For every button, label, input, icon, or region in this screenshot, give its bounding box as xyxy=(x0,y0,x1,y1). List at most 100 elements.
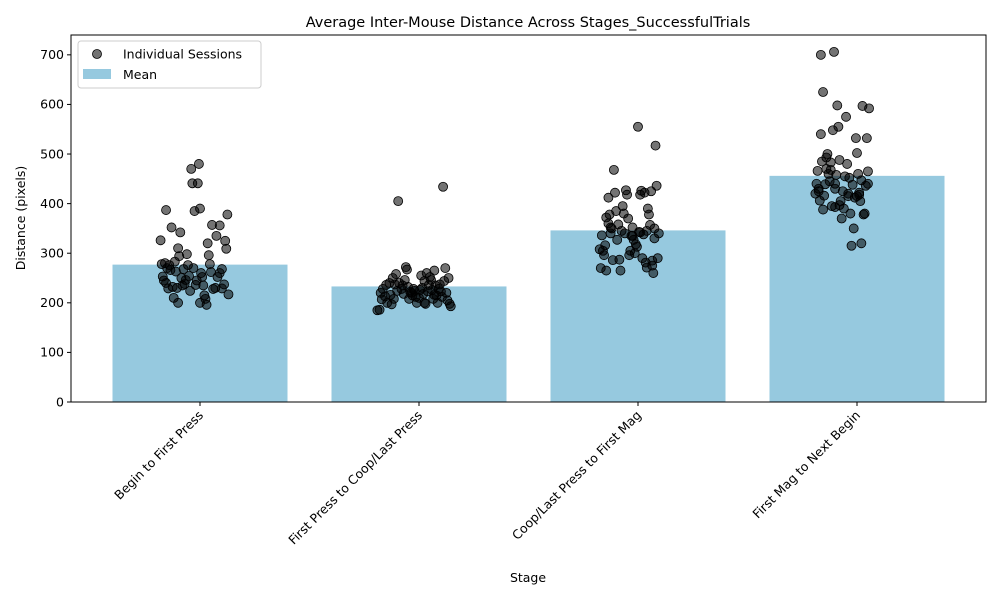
y-tick-label: 500 xyxy=(40,146,64,161)
session-point xyxy=(832,100,843,111)
bar-4 xyxy=(769,175,945,402)
session-point xyxy=(398,288,409,299)
session-point xyxy=(195,203,205,214)
session-point xyxy=(843,191,854,202)
chart-title: Average Inter-Mouse Distance Across Stag… xyxy=(306,15,751,31)
session-point xyxy=(443,273,454,283)
legend-label-individual-sessions: Individual Sessions xyxy=(123,47,242,62)
session-point xyxy=(821,152,832,163)
session-point xyxy=(204,259,215,270)
x-axis-label: Stage xyxy=(510,570,546,585)
session-point xyxy=(445,301,456,312)
session-point xyxy=(647,255,658,266)
session-point xyxy=(440,263,451,273)
y-tick-label: 0 xyxy=(56,394,64,409)
session-point xyxy=(842,159,853,169)
session-point xyxy=(635,227,646,238)
session-point xyxy=(834,155,845,165)
session-point xyxy=(429,289,440,300)
session-point xyxy=(179,279,190,289)
session-point xyxy=(813,186,824,197)
session-point xyxy=(834,200,845,211)
legend: Individual Sessions Mean xyxy=(77,40,262,89)
x-tick-label: Coop/Last Press to First Mag xyxy=(509,408,644,543)
session-point xyxy=(612,234,623,245)
session-point xyxy=(223,289,234,300)
session-point xyxy=(220,235,231,246)
session-point xyxy=(836,213,847,224)
session-point xyxy=(852,148,862,158)
session-point xyxy=(609,164,619,175)
session-point xyxy=(649,223,660,234)
session-point xyxy=(599,250,609,261)
x-tick-label: First Press to Coop/Last Press xyxy=(285,408,425,548)
session-point xyxy=(650,140,661,151)
session-point xyxy=(846,240,857,251)
session-point xyxy=(202,238,213,249)
session-point xyxy=(219,279,229,290)
points-layer xyxy=(155,46,874,316)
session-point xyxy=(601,265,612,276)
session-point xyxy=(615,265,626,276)
session-point xyxy=(825,164,836,175)
session-point xyxy=(197,272,208,282)
session-point xyxy=(402,264,412,275)
session-point xyxy=(830,178,840,189)
y-tick-label: 400 xyxy=(40,196,64,211)
bars-layer xyxy=(112,175,945,402)
session-point xyxy=(633,121,643,132)
session-point xyxy=(859,208,870,219)
legend-marker-mean xyxy=(83,69,111,79)
session-point xyxy=(818,204,828,215)
y-tick-label: 100 xyxy=(40,345,64,360)
session-point xyxy=(600,240,611,251)
session-point xyxy=(181,249,192,260)
session-point xyxy=(848,223,859,234)
session-point xyxy=(651,180,662,191)
session-point xyxy=(864,103,874,114)
y-tick-label: 300 xyxy=(40,246,64,261)
session-point xyxy=(419,276,430,286)
session-point xyxy=(632,241,642,252)
session-point xyxy=(856,175,867,186)
session-point xyxy=(648,268,659,278)
session-point xyxy=(861,133,872,144)
y-tick-label: 200 xyxy=(40,295,64,310)
session-point xyxy=(186,164,197,174)
session-point xyxy=(603,192,614,203)
session-point xyxy=(622,189,632,200)
session-point xyxy=(614,254,625,265)
session-point xyxy=(851,133,861,144)
session-point xyxy=(393,196,404,207)
session-point xyxy=(155,235,166,246)
session-point xyxy=(203,250,214,261)
session-point xyxy=(605,222,616,233)
session-point xyxy=(815,49,826,60)
session-point xyxy=(214,220,225,231)
session-point xyxy=(221,243,232,254)
session-point xyxy=(841,111,851,122)
legend-marker-individual-sessions xyxy=(92,49,102,59)
y-tick-label: 700 xyxy=(40,47,64,62)
y-tick-label: 600 xyxy=(40,97,64,112)
session-point xyxy=(623,213,634,224)
session-point xyxy=(818,87,828,97)
session-point xyxy=(644,209,654,220)
session-point xyxy=(185,286,196,296)
session-point xyxy=(390,279,400,290)
session-point xyxy=(438,181,448,192)
session-point xyxy=(856,238,867,249)
session-point xyxy=(173,297,184,308)
session-point xyxy=(166,222,177,233)
session-point xyxy=(195,297,205,308)
session-point xyxy=(429,265,440,276)
session-point xyxy=(847,179,858,190)
x-tick-label: Begin to First Press xyxy=(111,408,206,503)
session-point xyxy=(852,191,862,202)
session-point xyxy=(173,243,184,254)
session-point xyxy=(192,178,203,189)
session-point xyxy=(596,230,607,241)
y-axis: 0 100 200 300 400 500 600 700 xyxy=(40,47,71,409)
session-point xyxy=(815,129,826,140)
